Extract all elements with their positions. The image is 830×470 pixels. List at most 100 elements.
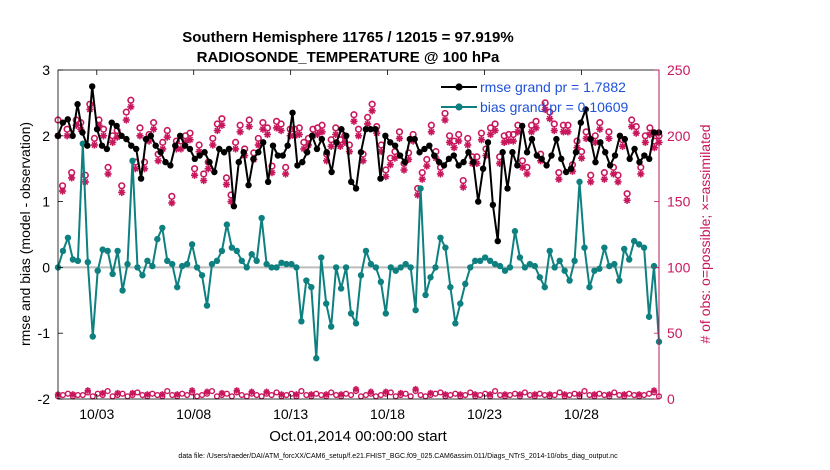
obs-possible-point xyxy=(104,163,112,171)
rmse-series-point xyxy=(191,155,199,163)
bias-series-point xyxy=(437,234,444,241)
obs-assimilated-stroke xyxy=(551,127,558,134)
rmse-series-point xyxy=(616,132,624,139)
obs-assimilated-stroke xyxy=(364,120,371,128)
obs-assimilated-stroke xyxy=(561,391,568,398)
rmse-series-point xyxy=(113,122,120,130)
bottom-obs-possible-point xyxy=(104,388,111,395)
bottom-obs-possible-point xyxy=(452,390,459,397)
obs-assimilated-point xyxy=(395,134,404,143)
rmse-series-point xyxy=(98,142,106,149)
obs-assimilated-point xyxy=(63,132,71,140)
bias-series-point xyxy=(556,257,563,265)
rmse-series-point xyxy=(582,106,589,113)
bottom-obs-possible-point xyxy=(491,388,499,395)
rmse-series-point xyxy=(377,175,384,182)
bottom-obs-possible-point xyxy=(328,389,335,396)
obs-assimilated-stroke xyxy=(104,170,112,178)
obs-assimilated-stroke xyxy=(259,126,266,133)
bottom-obs-possible-point xyxy=(298,388,305,395)
bottom-obs-possible-point xyxy=(586,391,593,399)
rmse-series-point xyxy=(123,135,130,143)
obs-assimilated-stroke xyxy=(605,135,613,142)
obs-assimilated-stroke xyxy=(234,387,240,394)
obs-possible-point xyxy=(209,134,217,143)
obs-assimilated-stroke xyxy=(282,170,289,178)
bias-series-point xyxy=(164,257,171,265)
rmse-series-point xyxy=(64,116,71,123)
obs-possible-point xyxy=(127,96,135,104)
bottom-obs-possible-point xyxy=(631,391,638,399)
bias-series-point xyxy=(218,247,226,255)
bottom-obs-possible-point xyxy=(556,389,563,396)
obs-assimilated-point xyxy=(600,175,608,183)
bottom-obs-assimilated-point xyxy=(486,391,494,398)
obs-assimilated-point xyxy=(514,128,522,136)
obs-assimilated-point xyxy=(295,130,303,139)
bias-series-point xyxy=(586,283,593,291)
rmse-series-point xyxy=(499,149,506,156)
obs-possible-point xyxy=(427,121,435,129)
obs-assimilated-stroke xyxy=(127,103,134,110)
x-axis: 10/03 10/08 10/13 10/18 10/23 10/28 xyxy=(79,70,599,422)
bottom-obs-assimilated-point xyxy=(84,387,92,394)
obs-assimilated-stroke xyxy=(209,141,216,149)
rmse-series-point xyxy=(172,142,179,149)
obs-possible-point xyxy=(555,169,563,177)
obs-possible-point xyxy=(505,130,513,139)
rmse-series-point xyxy=(426,142,433,149)
obs-assimilated-stroke xyxy=(278,127,285,134)
obs-possible-point xyxy=(477,129,486,137)
obs-possible-point xyxy=(277,120,285,128)
obs-possible-point xyxy=(159,138,167,146)
obs-assimilated-point xyxy=(104,170,112,178)
rmse-series-point xyxy=(592,158,599,166)
left-axis-label: rmse and bias (model - observation) xyxy=(17,122,33,346)
obs-assimilated-stroke xyxy=(472,391,479,398)
bias-series-point xyxy=(481,254,489,261)
left-tick-label: 3 xyxy=(42,62,50,78)
obs-assimilated-stroke xyxy=(455,137,462,145)
obs-assimilated-stroke xyxy=(523,170,531,178)
obs-assimilated-stroke xyxy=(437,170,444,178)
bias-series-point xyxy=(94,267,101,274)
obs-assimilated-point xyxy=(418,175,426,183)
x-axis-label: Oct.01,2014 00:00:00 start xyxy=(269,428,447,445)
obs-possible-point xyxy=(254,134,262,143)
rmse-series-point xyxy=(470,158,477,166)
obs-possible-point xyxy=(559,121,567,129)
obs-assimilated-point xyxy=(637,170,645,178)
obs-assimilated-stroke xyxy=(355,132,362,139)
bottom-obs-possible-point xyxy=(616,391,623,399)
obs-assimilated-stroke xyxy=(300,145,307,153)
bias-series-point xyxy=(278,259,285,266)
obs-possible-point xyxy=(122,108,130,116)
bottom-obs-possible-point xyxy=(179,390,186,397)
right-tick-label: 150 xyxy=(667,194,691,210)
obs-assimilated-stroke xyxy=(64,132,71,139)
obs-assimilated-stroke xyxy=(318,128,326,135)
bias-series-point xyxy=(203,302,211,309)
obs-assimilated-stroke xyxy=(532,391,538,398)
rmse-series-point xyxy=(577,119,585,126)
rmse-series-point xyxy=(602,149,609,156)
obs-assimilated-stroke xyxy=(144,391,151,398)
obs-possible-point xyxy=(564,121,572,129)
bottom-obs-possible-point xyxy=(511,390,519,397)
bias-series-point xyxy=(452,320,459,327)
rmse-series-point xyxy=(230,203,238,210)
rmse-series-point xyxy=(260,139,267,146)
x-tick-label: 10/13 xyxy=(273,406,308,422)
obs-assimilated-point xyxy=(168,199,176,207)
obs-assimilated-point xyxy=(509,137,517,145)
obs-possible-point xyxy=(596,119,604,127)
rmse-series-point xyxy=(69,132,76,139)
obs-possible-point xyxy=(605,128,613,136)
obs-possible-point xyxy=(459,176,467,185)
bottom-obs-possible-point xyxy=(154,391,161,399)
bottom-obs-possible-point xyxy=(79,391,86,399)
rmse-series-point xyxy=(323,149,330,156)
obs-possible-point xyxy=(259,119,267,127)
left-tick-label: 0 xyxy=(42,259,50,275)
obs-assimilated-point xyxy=(587,178,595,186)
